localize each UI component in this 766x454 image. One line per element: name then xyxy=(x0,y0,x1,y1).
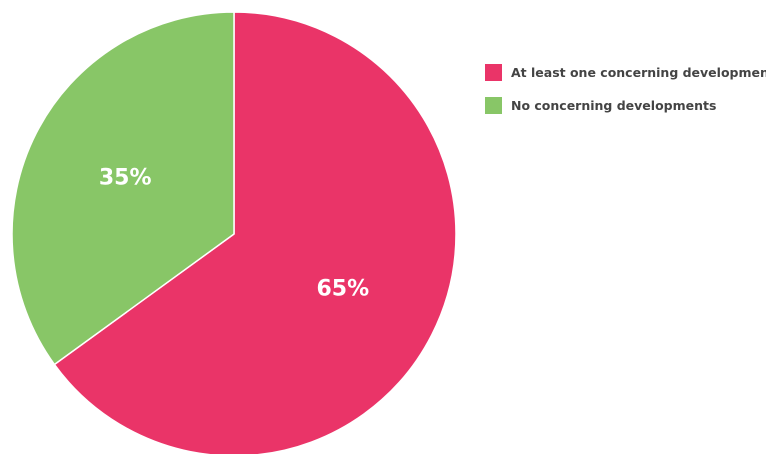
chart-legend: At least one concerning development No c… xyxy=(485,63,766,129)
legend-label-no-concerning: No concerning developments xyxy=(511,97,717,113)
pie-slices xyxy=(11,11,457,454)
legend-swatch-concerning xyxy=(485,63,502,81)
pie-slice-no-concerning xyxy=(11,11,235,366)
legend-item-concerning: At least one concerning development xyxy=(485,63,766,81)
pie-value-labels: 65% 35% xyxy=(99,166,369,302)
legend-label-concerning: At least one concerning development xyxy=(511,64,766,80)
pie-slice-concerning xyxy=(53,11,457,454)
pie-value-label-concerning: 65% xyxy=(316,276,369,301)
pie-value-label-no-concerning: 35% xyxy=(99,166,152,191)
legend-item-no-concerning: No concerning developments xyxy=(485,96,766,114)
legend-swatch-no-concerning xyxy=(485,96,502,114)
